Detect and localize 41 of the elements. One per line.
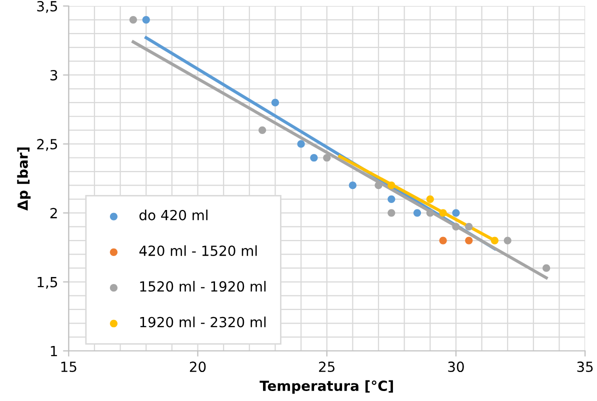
point (348, 182, 356, 190)
point (271, 98, 280, 106)
legend-label: 1520 ml - 1920 ml (140, 280, 266, 292)
point (426, 209, 434, 217)
point (142, 16, 150, 24)
point (388, 182, 396, 190)
y-axis-title: Δp [bar] (17, 147, 31, 211)
point (297, 140, 305, 148)
point (258, 126, 266, 134)
point (465, 222, 473, 231)
legend-label: 1920 ml - 2320 ml (140, 316, 266, 328)
y-tick-label: 1 (50, 346, 57, 356)
x-axis-title: Temperatura [°C] (260, 380, 393, 394)
x-tick-label: 15 (61, 362, 76, 372)
y-tick-label: 3,5 (37, 0, 58, 13)
x-tick-label: 30 (448, 362, 464, 372)
point (323, 154, 331, 162)
point (439, 236, 447, 244)
point (490, 236, 498, 244)
legend-label: 420 ml - 1520 ml (139, 245, 257, 256)
point (439, 209, 447, 217)
point (504, 236, 512, 244)
y-tick-label: 2 (50, 208, 57, 218)
point (542, 264, 550, 272)
point (426, 195, 434, 203)
point (129, 16, 138, 24)
y-tick-label: 2,5 (37, 138, 58, 151)
point (452, 209, 460, 217)
x-tick-label: 25 (319, 362, 334, 372)
legend-label: do 420 ml (139, 210, 208, 220)
y-tick-label: 1,5 (38, 277, 58, 289)
point (374, 182, 382, 190)
x-tick-label: 35 (577, 362, 593, 372)
x-tick-label: 20 (190, 362, 206, 372)
point (413, 209, 422, 217)
point (465, 236, 473, 244)
y-tick-label: 3 (50, 70, 58, 80)
point (452, 222, 460, 231)
point (388, 209, 396, 217)
point (388, 195, 396, 203)
point (310, 154, 318, 162)
